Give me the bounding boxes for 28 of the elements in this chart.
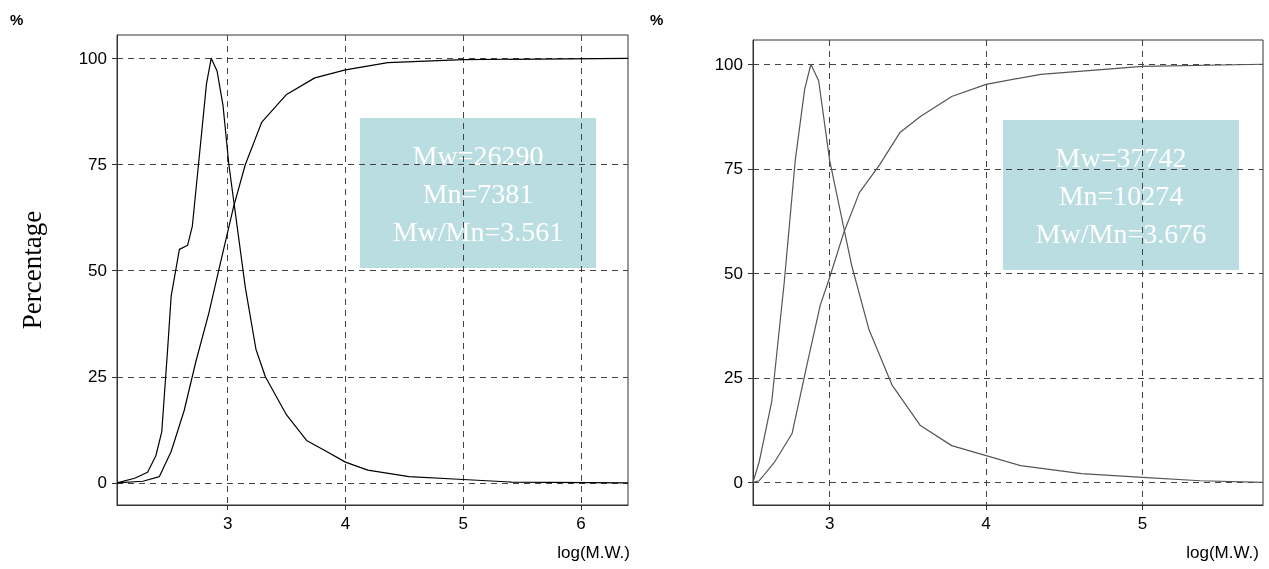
annotation: Mn=10274 bbox=[1058, 179, 1184, 211]
y-tick-label: 0 bbox=[733, 472, 743, 492]
annotation: Mn=7381 bbox=[422, 177, 534, 209]
x-axis-title: log(M.W.) bbox=[557, 543, 631, 562]
y-tick-label: 100 bbox=[78, 48, 107, 68]
y-tick-label: 25 bbox=[88, 367, 107, 387]
x-tick-label: 5 bbox=[1137, 514, 1148, 533]
text: % bbox=[650, 11, 664, 28]
annotation: Mw=37742 bbox=[1055, 141, 1187, 173]
y-tick-label: 50 bbox=[88, 261, 107, 281]
y-axis-title: Percentage bbox=[16, 210, 47, 330]
x-tick-label: 4 bbox=[340, 514, 351, 533]
y-tick-label: 25 bbox=[724, 368, 743, 388]
annotation: Mw/Mn=3.676 bbox=[1035, 217, 1207, 249]
x-tick-label: 4 bbox=[981, 514, 991, 533]
y-tick-label: 50 bbox=[724, 263, 743, 283]
text: % bbox=[10, 11, 24, 28]
y-tick-label: 75 bbox=[88, 154, 107, 174]
x-tick-label: 6 bbox=[576, 514, 586, 533]
annotation: Mw/Mn=3.561 bbox=[392, 215, 564, 247]
y-tick-label: 100 bbox=[714, 54, 743, 74]
x-tick-label: 5 bbox=[458, 514, 468, 533]
x-tick-label: 3 bbox=[824, 514, 835, 533]
annotation: Mw=26290 bbox=[412, 139, 544, 171]
y-tick-label: 0 bbox=[97, 473, 107, 493]
y-tick-label: 75 bbox=[724, 159, 743, 179]
x-tick-label: 3 bbox=[222, 514, 233, 533]
x-axis-title: log(M.W.) bbox=[1186, 543, 1260, 562]
